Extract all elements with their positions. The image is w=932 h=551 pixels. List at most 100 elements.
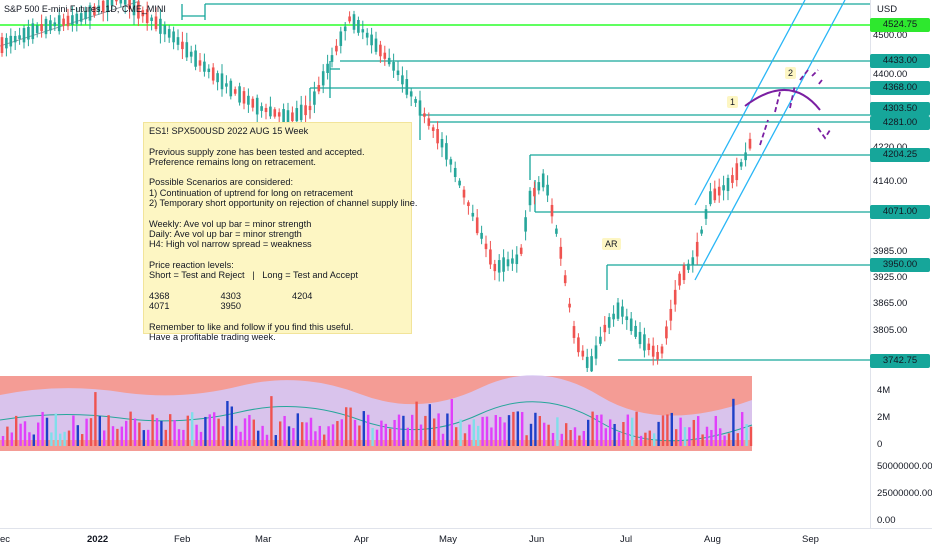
candle-body: [211, 67, 215, 81]
candle-body: [673, 289, 677, 305]
volume-bar: [670, 412, 673, 446]
volume-bar: [235, 425, 238, 446]
price-chart[interactable]: [0, 0, 870, 528]
candle-body: [154, 16, 158, 30]
candle-body: [255, 97, 259, 115]
note-line: [149, 208, 406, 218]
candle-body: [704, 209, 708, 219]
candle-body: [713, 188, 717, 201]
volume-bar: [138, 422, 141, 446]
volume-bar: [32, 434, 35, 446]
candle-body: [726, 177, 730, 192]
price-tag: 4433.00: [870, 54, 930, 68]
volume-bar: [142, 430, 145, 446]
candle-body: [735, 163, 739, 181]
candle-body: [616, 302, 620, 319]
note-line: Remember to like and follow if you find …: [149, 321, 354, 332]
candle-body: [717, 186, 721, 196]
candle-body: [467, 202, 470, 207]
price-label: 4220.00: [873, 142, 907, 153]
volume-bar: [683, 427, 687, 446]
volume-bar: [173, 420, 176, 446]
candle-body: [335, 45, 338, 52]
volume-bar: [323, 434, 326, 446]
volume-bar: [81, 434, 84, 446]
note-line: [149, 250, 406, 260]
time-axis[interactable]: ec 2022 Feb Mar Apr May Jun Jul Aug Sep: [0, 528, 932, 551]
price-axis[interactable]: USD 4500.00 4400.00 4220.00 4140.00 3985…: [870, 0, 932, 528]
candle-body: [555, 228, 558, 234]
candle-body: [225, 83, 228, 87]
candle-body: [537, 182, 541, 191]
volume-bar: [301, 422, 304, 446]
time-label: Aug: [704, 534, 721, 545]
analysis-note[interactable]: ES1! SPX500USD 2022 AUG 15 Week Previous…: [143, 122, 417, 342]
candle-body: [687, 263, 690, 270]
candle-body: [414, 99, 417, 103]
volume-bar: [287, 426, 291, 446]
candle-body: [409, 91, 413, 97]
candle-body: [568, 303, 571, 308]
volume-bar: [732, 398, 735, 446]
volume-bar: [327, 426, 330, 446]
volume-bar: [525, 435, 528, 446]
price-tag: 4524.75: [870, 18, 930, 32]
volume-bar: [428, 404, 431, 446]
candle-body: [524, 217, 527, 232]
volume-bar: [41, 411, 44, 446]
volume-bar: [155, 418, 159, 446]
candle-body: [497, 260, 501, 273]
candle-body: [128, 0, 131, 10]
time-label: 2022: [87, 534, 109, 545]
candle-body: [431, 127, 435, 131]
volume-bar: [600, 414, 603, 446]
indicator-label: 25000000.00: [877, 488, 932, 499]
volume-bar: [661, 415, 665, 446]
candle-body: [286, 110, 290, 125]
volume-bar: [481, 416, 484, 446]
volume-bar: [472, 419, 475, 446]
volume-bar: [512, 411, 515, 446]
volume-bar: [595, 414, 599, 446]
candle-body: [88, 5, 92, 21]
candle-body: [5, 37, 8, 49]
volume-bar: [389, 428, 392, 446]
volume-bar: [402, 415, 405, 446]
candle-body: [220, 73, 224, 90]
candle-body: [181, 41, 184, 50]
volume-bar: [147, 429, 150, 446]
candle-body: [27, 26, 30, 40]
candle-body: [379, 44, 382, 57]
candle-body: [84, 11, 87, 20]
volume-bar: [710, 429, 713, 446]
candle-body: [559, 246, 563, 259]
candle-body: [176, 37, 180, 45]
candle-body: [365, 32, 369, 38]
candle-body: [339, 31, 343, 46]
candle-body: [119, 0, 123, 4]
candle-body: [79, 13, 83, 22]
volume-bar: [503, 422, 506, 446]
volume-bar: [252, 419, 255, 446]
volume-bar: [133, 418, 137, 446]
chart-area[interactable]: S&P 500 E-mini Futures, 1D, CME_MINI ES1…: [0, 0, 870, 528]
candle-body: [533, 187, 536, 197]
candle-body: [572, 326, 576, 338]
volume-bar: [340, 419, 343, 446]
note-line: Possible Scenarios are considered:: [149, 177, 294, 188]
candle-body: [35, 25, 39, 34]
volume-bar: [587, 419, 590, 446]
volume-bar: [353, 419, 357, 446]
volume-bar: [217, 418, 220, 446]
time-label: Sep: [802, 534, 819, 545]
volume-bar: [169, 414, 172, 446]
price-tag: 4204.25: [870, 148, 930, 162]
volume-bar: [543, 422, 546, 446]
candle-body: [585, 356, 589, 368]
candle-body: [71, 15, 74, 25]
volume-bar: [10, 432, 13, 446]
candle-body: [299, 104, 303, 121]
volume-bar: [573, 427, 577, 446]
candle-body: [541, 173, 545, 188]
label-ar: AR: [602, 238, 621, 250]
